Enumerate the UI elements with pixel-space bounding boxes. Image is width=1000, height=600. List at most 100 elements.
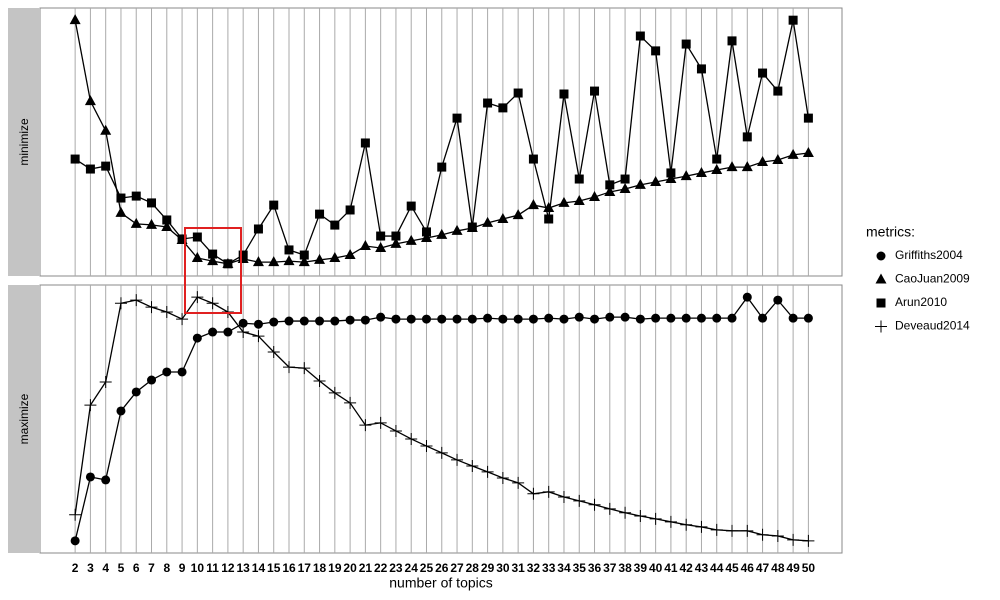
marker bbox=[590, 86, 600, 96]
legend-title: metrics: bbox=[866, 224, 915, 240]
marker bbox=[328, 386, 341, 399]
x-tick-label: 2 bbox=[72, 561, 79, 575]
marker bbox=[238, 250, 248, 260]
facet-label: minimize bbox=[17, 118, 31, 166]
marker bbox=[147, 198, 157, 208]
marker bbox=[298, 256, 310, 267]
marker bbox=[299, 250, 309, 260]
marker bbox=[803, 113, 813, 123]
marker bbox=[498, 103, 508, 113]
marker bbox=[788, 313, 798, 323]
marker bbox=[727, 313, 737, 323]
marker bbox=[681, 313, 691, 323]
x-tick-label: 13 bbox=[236, 561, 250, 575]
marker bbox=[207, 255, 219, 266]
x-tick-label: 15 bbox=[267, 561, 281, 575]
marker bbox=[496, 471, 509, 484]
marker bbox=[466, 460, 479, 473]
marker bbox=[116, 406, 126, 416]
marker bbox=[405, 234, 417, 245]
marker bbox=[726, 524, 739, 537]
marker bbox=[208, 249, 218, 259]
marker bbox=[315, 316, 325, 326]
marker bbox=[435, 446, 448, 459]
x-tick-label: 25 bbox=[420, 561, 434, 575]
marker bbox=[727, 36, 737, 46]
marker bbox=[131, 191, 141, 201]
marker bbox=[313, 374, 326, 387]
marker bbox=[726, 161, 738, 172]
marker bbox=[69, 14, 81, 25]
marker bbox=[345, 315, 355, 325]
marker bbox=[436, 228, 448, 239]
marker bbox=[527, 199, 539, 210]
marker bbox=[666, 168, 676, 178]
marker bbox=[696, 64, 706, 74]
marker bbox=[649, 512, 662, 525]
marker bbox=[359, 419, 372, 432]
x-tick-label: 20 bbox=[343, 561, 357, 575]
marker bbox=[298, 362, 311, 375]
marker bbox=[160, 306, 173, 319]
x-tick-label: 30 bbox=[496, 561, 510, 575]
highlight-box bbox=[184, 227, 242, 314]
x-tick-label: 12 bbox=[221, 561, 235, 575]
x-tick-label: 48 bbox=[771, 561, 785, 575]
marker bbox=[360, 315, 370, 325]
x-tick-label: 22 bbox=[374, 561, 388, 575]
marker bbox=[651, 313, 661, 323]
marker bbox=[635, 31, 645, 41]
marker bbox=[269, 200, 279, 210]
marker bbox=[283, 361, 296, 374]
marker bbox=[406, 314, 416, 324]
marker bbox=[314, 253, 326, 264]
marker bbox=[376, 312, 386, 322]
marker bbox=[650, 175, 662, 186]
marker bbox=[605, 312, 615, 322]
marker bbox=[420, 440, 433, 453]
marker bbox=[635, 314, 645, 324]
marker bbox=[527, 487, 540, 500]
marker bbox=[742, 132, 752, 142]
x-tick-label: 18 bbox=[313, 561, 327, 575]
marker bbox=[665, 173, 677, 184]
marker bbox=[359, 240, 371, 251]
x-tick-label: 3 bbox=[87, 561, 94, 575]
marker bbox=[590, 314, 600, 324]
marker bbox=[344, 396, 357, 409]
marker bbox=[619, 506, 632, 519]
marker bbox=[452, 113, 462, 123]
marker bbox=[620, 312, 630, 322]
x-tick-label: 50 bbox=[802, 561, 816, 575]
x-tick-label: 39 bbox=[634, 561, 648, 575]
marker bbox=[557, 490, 570, 503]
marker bbox=[712, 154, 722, 164]
marker bbox=[69, 508, 82, 521]
x-tick-label: 14 bbox=[252, 561, 266, 575]
marker bbox=[604, 185, 616, 196]
marker bbox=[712, 313, 722, 323]
marker bbox=[177, 367, 187, 377]
marker bbox=[253, 224, 263, 234]
marker bbox=[710, 523, 723, 536]
marker bbox=[620, 174, 630, 184]
x-tick-label: 11 bbox=[206, 561, 219, 575]
marker bbox=[758, 313, 768, 323]
marker bbox=[345, 205, 355, 215]
x-tick-label: 29 bbox=[481, 561, 495, 575]
panel-background bbox=[39, 284, 843, 554]
marker bbox=[99, 375, 112, 388]
marker bbox=[574, 174, 584, 184]
marker bbox=[467, 314, 477, 324]
marker bbox=[84, 399, 97, 412]
marker bbox=[130, 217, 142, 228]
marker bbox=[284, 245, 294, 255]
marker bbox=[70, 536, 80, 546]
marker bbox=[85, 164, 95, 174]
marker bbox=[773, 86, 783, 96]
x-tick-label: 37 bbox=[603, 561, 617, 575]
marker bbox=[437, 162, 447, 172]
x-tick-label: 17 bbox=[298, 561, 312, 575]
marker bbox=[513, 88, 523, 98]
marker bbox=[634, 178, 646, 189]
